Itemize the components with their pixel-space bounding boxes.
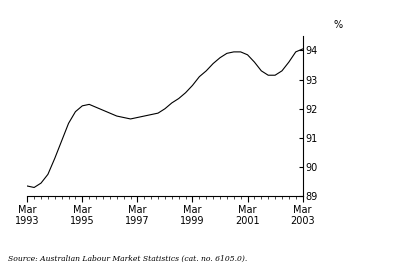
Text: Source: Australian Labour Market Statistics (cat. no. 6105.0).: Source: Australian Labour Market Statist… — [8, 254, 247, 262]
Text: %: % — [333, 20, 342, 30]
